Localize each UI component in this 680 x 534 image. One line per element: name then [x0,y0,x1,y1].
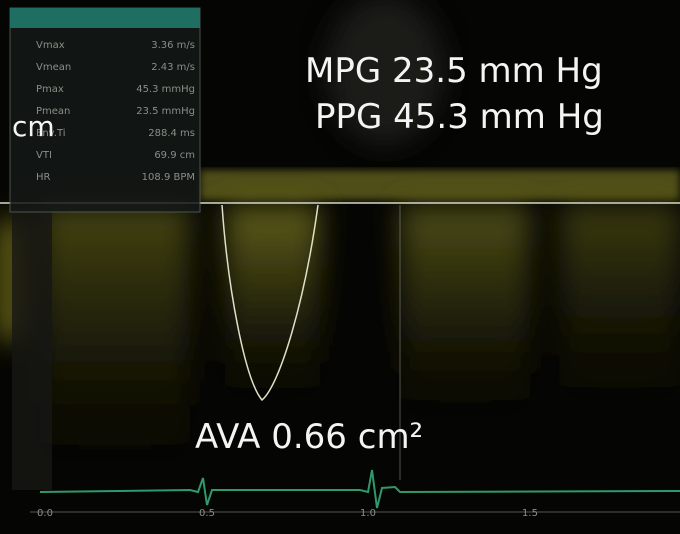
panel-label: Vmax [36,40,65,51]
panel-header [10,8,200,28]
panel-value: 23.5 mmHg [136,106,195,117]
panel-label: Pmax [36,84,64,95]
ppg-text: PPG 45.3 mm Hg [315,97,604,137]
time-label: 0.5 [199,508,215,519]
mpg-text: MPG 23.5 mm Hg [305,51,603,91]
panel-label: Pmean [36,106,70,117]
panel-box [9,7,201,213]
panel-value: 69.9 cm [154,150,195,161]
panel-value: 2.43 m/s [151,62,195,73]
panel-value: 3.36 m/s [151,40,195,51]
2d-image-hint [325,0,445,145]
panel-value: 45.3 mmHg [136,84,195,95]
panel-label: VTI [36,150,52,161]
ava-text: AVA 0.66 cm² [195,417,423,457]
panel-value: 108.9 BPM [142,172,195,183]
time-label: 1.5 [522,508,538,519]
panel-value: 288.4 ms [148,128,195,139]
panel-label: HR [36,172,51,183]
time-label: 0.0 [37,508,53,519]
measurement-panel: Vmax 3.36 m/s Vmean 2.43 m/s Pmax 45.3 mmHg Pm… [9,7,201,213]
left-strip [12,210,52,490]
baseline-band [200,170,680,200]
unit-text: cm [12,110,55,143]
time-label: 1.0 [360,508,376,519]
ecg-trace [39,469,680,509]
panel-label: Env.Ti [36,128,66,139]
doppler-spectrum [0,205,680,465]
panel-label: Vmean [36,62,71,73]
envelope-trace [221,204,319,402]
